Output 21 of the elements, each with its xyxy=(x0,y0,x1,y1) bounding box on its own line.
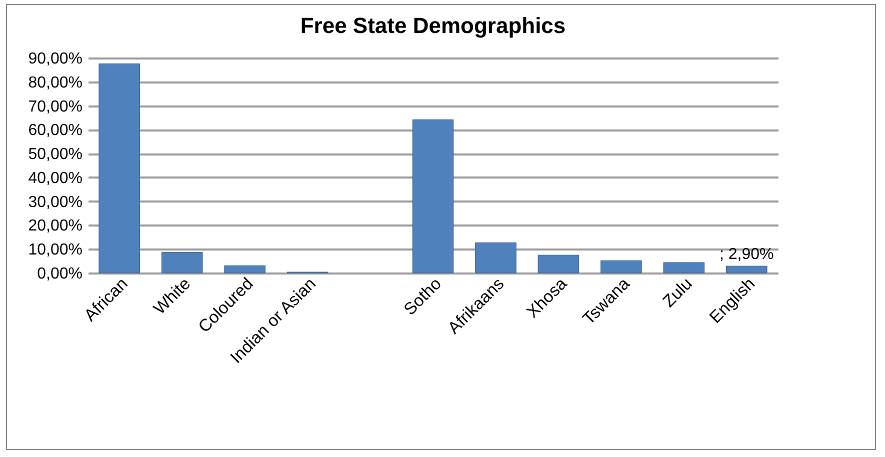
data-label: ; 2,90% xyxy=(720,246,774,264)
bar xyxy=(538,254,580,274)
bar xyxy=(161,252,203,274)
y-tick-label: 80,00% xyxy=(28,74,82,92)
y-tick-label: 70,00% xyxy=(28,98,82,116)
y-tick-label: 60,00% xyxy=(28,122,82,140)
bar xyxy=(600,260,642,274)
bar xyxy=(412,119,454,274)
y-tick-label: 50,00% xyxy=(28,146,82,164)
bar xyxy=(663,262,705,274)
y-tick-label: 0,00% xyxy=(37,266,82,282)
bar xyxy=(475,242,516,274)
y-tick-label: 40,00% xyxy=(28,170,82,187)
y-tick-label: 30,00% xyxy=(28,194,82,211)
bar xyxy=(726,266,768,274)
chart-title: Free State Demographics xyxy=(300,13,566,38)
y-tick-label: 10,00% xyxy=(28,242,82,259)
y-tick-label: 20,00% xyxy=(28,218,82,235)
y-tick-label: 90,00% xyxy=(28,50,82,68)
bar xyxy=(224,265,266,274)
bar xyxy=(98,63,140,274)
